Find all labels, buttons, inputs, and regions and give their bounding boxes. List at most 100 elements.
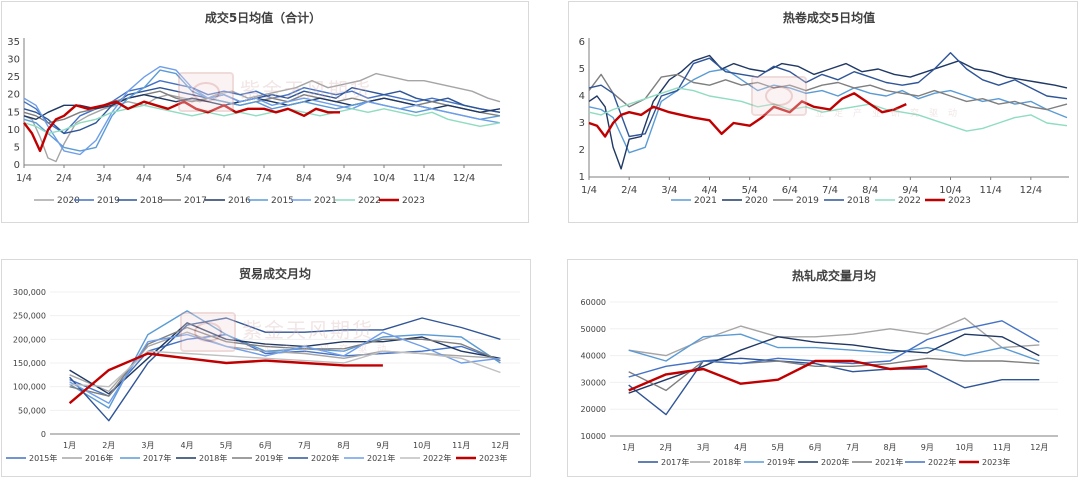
x-tick-label: 12/4: [1020, 185, 1042, 196]
chart-title: 成交5日均值（合计）: [205, 10, 321, 25]
chart-hrc-volume-monthly: 热轧成交量月均 10000 20000 30000 40000 50000 60000 1月 2…: [581, 268, 1058, 467]
legend-label: 2019年: [767, 457, 795, 467]
y-tick-label: 4: [579, 91, 585, 102]
x-tick-label: 4月: [181, 441, 194, 450]
series-line: [23, 100, 340, 153]
x-tick-label: 10月: [956, 443, 974, 452]
y-tick-label: 50000: [581, 325, 606, 334]
x-tick-label: 6月: [259, 441, 272, 450]
x-tick-label: 12/4: [453, 173, 475, 184]
x-tick-label: 5月: [771, 443, 784, 452]
x-tick-label: 8月: [337, 441, 350, 450]
y-tick-label: 6: [579, 37, 585, 48]
legend-label: 2016: [228, 196, 251, 206]
legend-label: 2020: [57, 196, 80, 206]
legend-label: 2017年: [661, 457, 689, 467]
legend-label: 2021年: [875, 457, 903, 467]
y-tick-label: 30000: [581, 378, 606, 387]
series-line: [628, 320, 1040, 378]
series-line: [69, 331, 501, 404]
y-tick-label: 20: [7, 90, 20, 101]
series-line: [23, 72, 501, 163]
x-tick-label: 11/4: [979, 185, 1001, 196]
legend-label: 2020: [745, 196, 768, 206]
legend-label: 2019: [97, 196, 120, 206]
series-line: [588, 73, 1068, 111]
x-tick-label: 11月: [452, 441, 470, 450]
series-line: [23, 65, 501, 156]
x-tick-label: 6/4: [782, 185, 798, 196]
x-tick-label: 10/4: [939, 185, 961, 196]
chart-total-5day-avg: 成交5日均值（合计） 0 5 10 15 20 25 30 35 1/4 2/4 3/4 4/4 5/4 6…: [7, 10, 502, 206]
x-tick-label: 11/4: [413, 173, 435, 184]
y-tick-label: 35: [7, 37, 20, 48]
series-line: [628, 333, 1040, 362]
x-tick-label: 12月: [1030, 443, 1048, 452]
x-tick-label: 2月: [102, 441, 115, 450]
y-tick-label: 5: [14, 142, 20, 153]
y-tick-label: 5: [579, 64, 585, 75]
x-tick-label: 2/4: [621, 185, 637, 196]
legend-label: 2015: [271, 196, 294, 206]
x-tick-label: 2月: [659, 443, 672, 452]
legend-label: 2020年: [311, 453, 339, 463]
y-tick-label: 10000: [581, 432, 606, 441]
series-line: [588, 68, 1068, 154]
x-tick-label: 3/4: [661, 185, 677, 196]
y-tick-label: 0: [14, 160, 20, 171]
x-tick-label: 9月: [921, 443, 934, 452]
x-tick-label: 3月: [141, 441, 154, 450]
y-tick-label: 30: [7, 55, 20, 66]
x-tick-label: 9/4: [902, 185, 918, 196]
chart-title: 热轧成交量月均: [792, 268, 876, 283]
legend-label: 2017: [184, 196, 207, 206]
x-tick-label: 2/4: [56, 173, 72, 184]
legend-label: 2023年: [479, 453, 507, 463]
legend-label: 2015年: [29, 453, 57, 463]
legend-label: 2022年: [928, 457, 956, 467]
chart-trade-monthly: 贸易成交月均 0 50,000 100,000 150,000 200,000 250,00…: [6, 266, 520, 463]
legend-label: 2022年: [423, 453, 451, 463]
legend-label: 2021: [694, 196, 717, 206]
y-tick-label: 100,000: [13, 383, 46, 392]
series-line: [69, 322, 501, 395]
legend-label: 2023年: [982, 457, 1010, 467]
legend-label: 2023: [948, 196, 971, 206]
series-line: [588, 87, 1068, 132]
x-tick-label: 9/4: [336, 173, 352, 184]
y-tick-label: 10: [7, 125, 20, 136]
series-line: [69, 350, 501, 388]
x-tick-label: 8月: [883, 443, 896, 452]
x-tick-label: 7月: [298, 441, 311, 450]
legend-label: 2018年: [713, 457, 741, 467]
y-tick-label: 25: [7, 72, 20, 83]
y-tick-label: 2: [579, 145, 585, 156]
legend-label: 2018: [847, 196, 870, 206]
x-tick-label: 7/4: [256, 173, 272, 184]
y-tick-label: 300,000: [13, 288, 46, 297]
chart-panel-trade-monthly: 贸易成交月均 0 50,000 100,000 150,000 200,000 250,00…: [1, 259, 531, 477]
y-tick-label: 0: [41, 430, 46, 439]
series-line: [628, 359, 928, 392]
y-tick-label: 60000: [581, 298, 606, 307]
series-line: [628, 317, 1040, 357]
legend-label: 2022: [358, 196, 381, 206]
y-tick-label: 15: [7, 107, 20, 118]
series-line: [68, 352, 383, 405]
x-tick-label: 8/4: [862, 185, 878, 196]
x-tick-label: 12月: [491, 441, 509, 450]
x-tick-label: 10月: [413, 441, 431, 450]
legend-label: 2018: [140, 196, 163, 206]
chart-panel-hrc-5day-avg: 热卷成交5日均值 1 2 3 4 5 6 1/4 2/4 3/4 4/4 5/4 6/4 7/4 8/4 9/…: [568, 1, 1078, 223]
x-tick-label: 1月: [63, 441, 76, 450]
series-line: [69, 310, 501, 409]
x-tick-label: 3/4: [96, 173, 112, 184]
x-tick-label: 1/4: [16, 173, 32, 184]
legend-label: 2016年: [85, 453, 113, 463]
y-tick-label: 200,000: [13, 335, 46, 344]
y-tick-label: 250,000: [13, 312, 46, 321]
legend-label: 2018年: [199, 453, 227, 463]
legend-label: 2017年: [143, 453, 171, 463]
x-tick-label: 10/4: [373, 173, 395, 184]
x-tick-label: 4/4: [136, 173, 152, 184]
